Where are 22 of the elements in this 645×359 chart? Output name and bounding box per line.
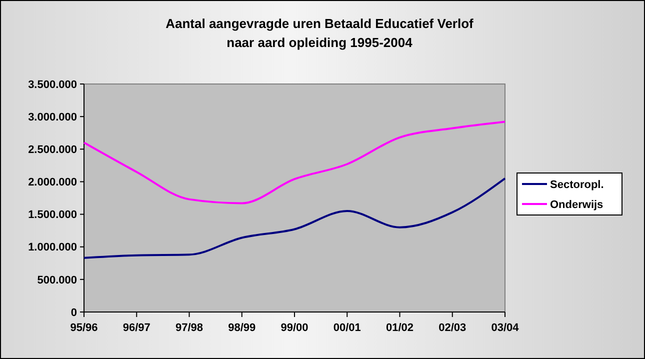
- x-tick-label: 95/96: [70, 322, 98, 334]
- y-tick-label: 2.500.000: [28, 144, 77, 156]
- x-tick-label: 98/99: [228, 322, 256, 334]
- line-series: [83, 177, 506, 259]
- x-tick-label: 02/03: [438, 322, 466, 334]
- y-tick-label: 2.000.000: [28, 176, 77, 189]
- y-tick-label: 3.000.000: [28, 111, 77, 124]
- y-tick-label: 1.000.000: [28, 242, 77, 254]
- x-tick-label: 96/97: [122, 322, 150, 334]
- y-tick-label: 3.500.000: [28, 78, 77, 91]
- x-tick-label: 01/02: [386, 322, 414, 334]
- x-tick-label: 97/98: [175, 322, 204, 334]
- x-tick-label: 99/00: [280, 322, 308, 334]
- y-tick-label: 1.500.000: [28, 209, 77, 222]
- x-tick-label: 00/01: [333, 322, 361, 334]
- y-tick-label: 500.000: [37, 274, 77, 286]
- legend-label: Sectoropl.: [550, 178, 604, 191]
- line-series: [83, 120, 506, 204]
- x-tick-label: 03/04: [491, 322, 520, 334]
- legend-label: Onderwijs: [550, 198, 604, 211]
- chart-title: Aantal aangevragde uren Betaald Educatief Verlof naar aard opleiding 1995-2004: [166, 16, 474, 50]
- y-tick-label: 0: [70, 306, 77, 319]
